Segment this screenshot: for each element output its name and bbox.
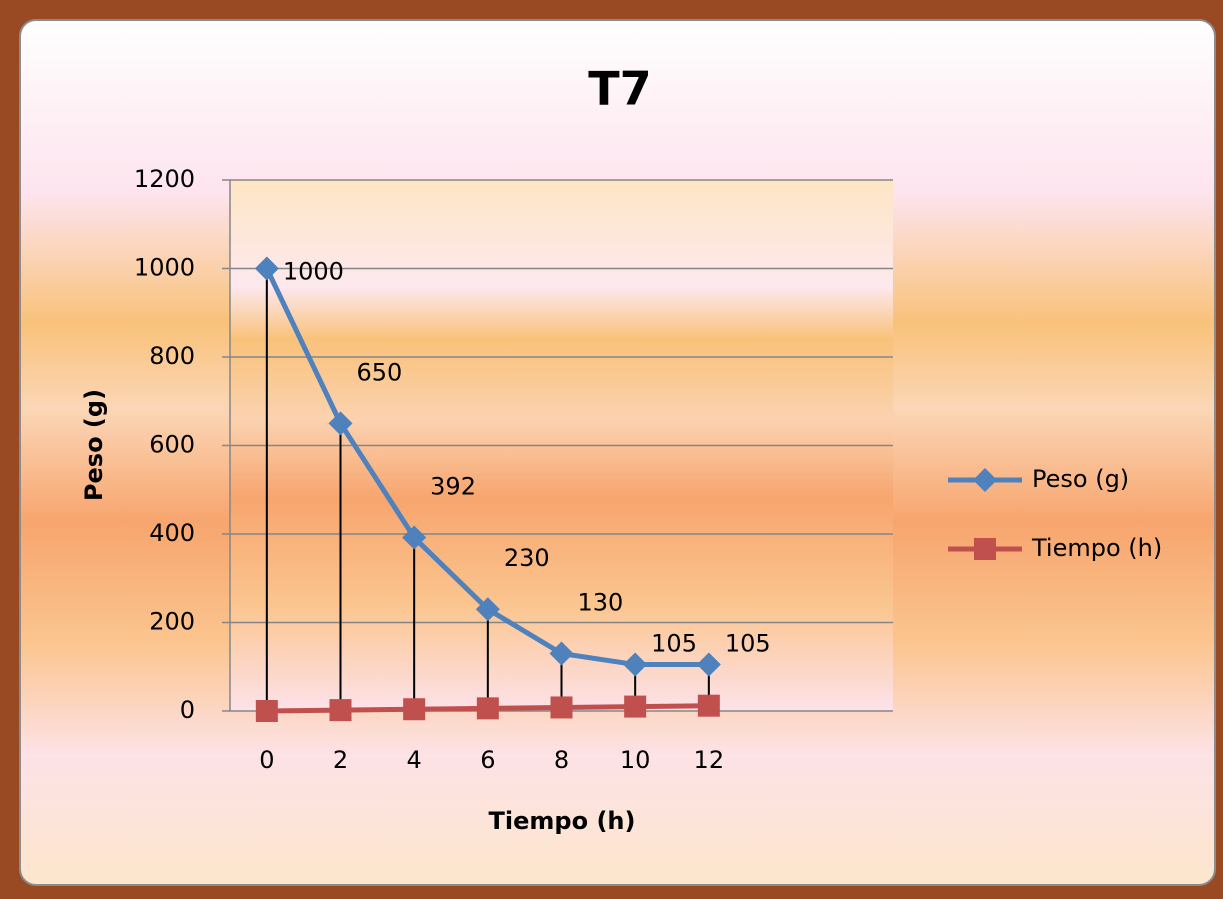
data-point [330,699,352,721]
data-label: 1000 [283,258,344,286]
data-point [624,696,646,718]
data-label: 230 [504,544,550,572]
data-point [698,695,720,717]
legend-label: Peso (g) [1032,465,1129,493]
data-point [403,698,425,720]
y-tick-label: 800 [149,342,195,370]
y-tick-label: 0 [180,696,195,724]
legend-label: Tiempo (h) [1031,534,1162,562]
x-tick-label: 10 [620,746,651,774]
data-label: 650 [357,358,403,386]
chart: T7 Tiempo (h) Peso (g) 0 200 400 600 800 1000… [0,0,1223,899]
data-label: 105 [725,630,771,658]
x-tick-label: 6 [480,746,495,774]
data-point [256,700,278,722]
y-tick-label: 200 [149,608,195,636]
y-tick-label: 1000 [134,254,195,282]
y-tick-label: 600 [149,431,195,459]
x-tick-label: 4 [407,746,422,774]
y-tick-label: 1200 [134,165,195,193]
x-tick-label: 2 [333,746,348,774]
data-label: 105 [651,630,697,658]
data-point [551,696,573,718]
data-label: 130 [578,588,624,616]
y-tick-label: 400 [149,519,195,547]
x-tick-label: 8 [554,746,569,774]
x-tick-label: 0 [259,746,274,774]
data-point [477,697,499,719]
data-label: 392 [430,473,476,501]
chart-title: T7 [588,62,651,116]
x-tick-label: 12 [694,746,725,774]
y-axis-title: Peso (g) [80,389,108,501]
x-axis-title: Tiempo (h) [489,807,636,835]
legend-marker [974,538,996,560]
